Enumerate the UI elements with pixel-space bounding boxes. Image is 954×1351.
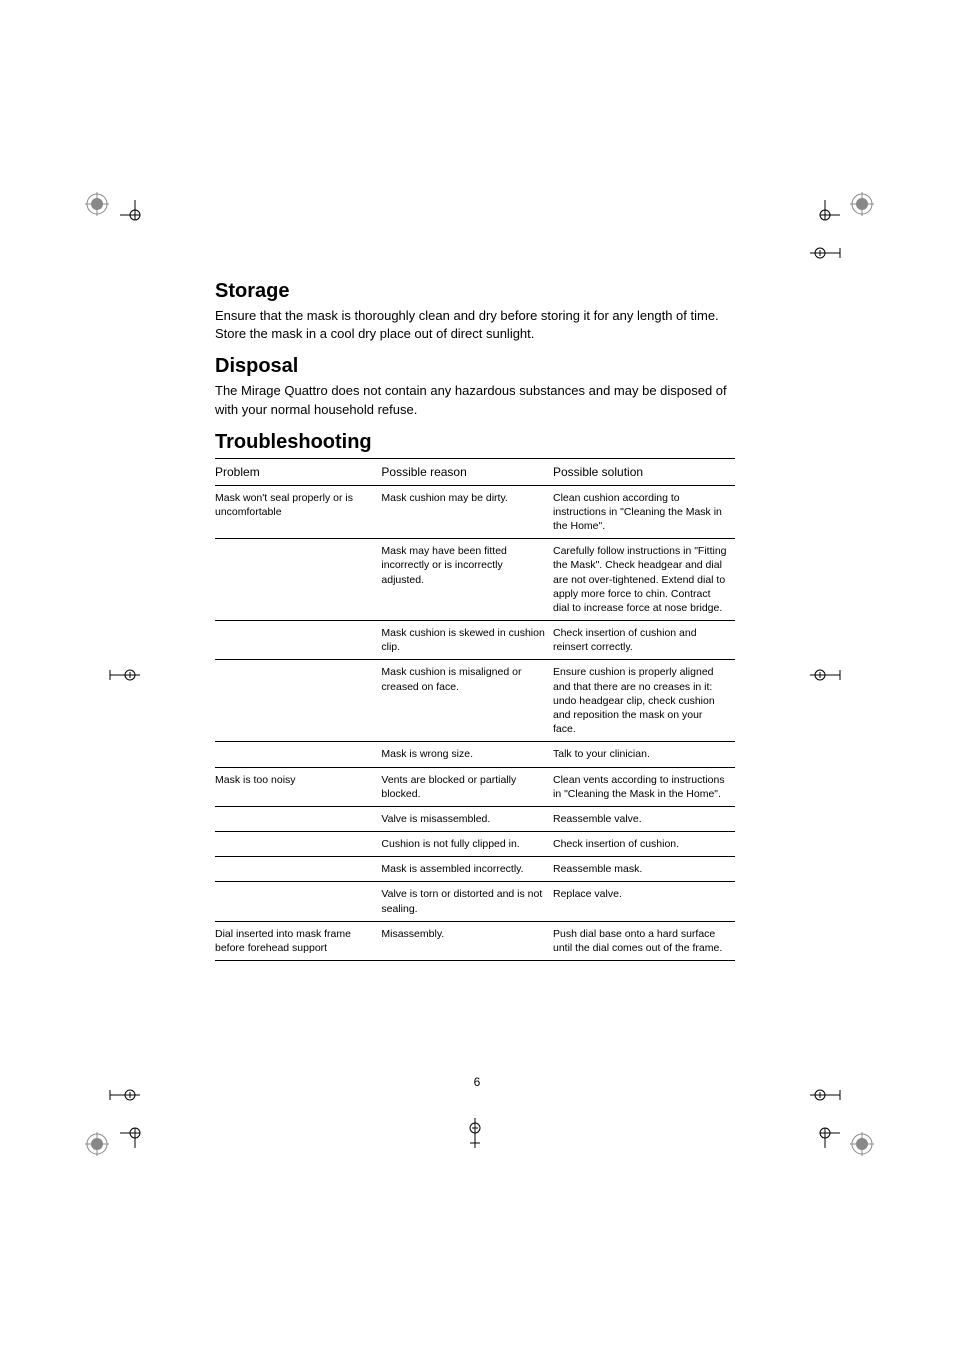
crop-mark-icon [810, 1118, 840, 1148]
cell-reason: Misassembly. [381, 921, 553, 960]
header-reason: Possible reason [381, 458, 553, 485]
disposal-paragraph: The Mirage Quattro does not contain any … [215, 382, 735, 418]
cell-problem [215, 621, 381, 660]
table-row: Mask may have been fitted incorrectly or… [215, 539, 735, 621]
cell-problem [215, 832, 381, 857]
side-mark-icon [100, 660, 140, 690]
cell-reason: Mask cushion may be dirty. [381, 485, 553, 539]
table-row: Cushion is not fully clipped in.Check in… [215, 832, 735, 857]
cell-solution: Reassemble mask. [553, 857, 735, 882]
registration-mark-icon [850, 1132, 874, 1156]
side-mark-icon [455, 1118, 495, 1148]
header-solution: Possible solution [553, 458, 735, 485]
page-content: Storage Ensure that the mask is thorough… [215, 280, 735, 961]
cell-solution: Ensure cushion is properly aligned and t… [553, 660, 735, 742]
cell-problem: Dial inserted into mask frame before for… [215, 921, 381, 960]
table-row: Mask cushion is misaligned or creased on… [215, 660, 735, 742]
table-header-row: Problem Possible reason Possible solutio… [215, 458, 735, 485]
cell-reason: Vents are blocked or partially blocked. [381, 767, 553, 806]
cell-problem [215, 806, 381, 831]
table-row: Mask is too noisyVents are blocked or pa… [215, 767, 735, 806]
cell-solution: Reassemble valve. [553, 806, 735, 831]
table-row: Valve is torn or distorted and is not se… [215, 882, 735, 921]
cell-problem: Mask is too noisy [215, 767, 381, 806]
cell-solution: Check insertion of cushion. [553, 832, 735, 857]
cell-reason: Mask may have been fitted incorrectly or… [381, 539, 553, 621]
cell-problem [215, 660, 381, 742]
table-row: Mask is assembled incorrectly.Reassemble… [215, 857, 735, 882]
cell-reason: Mask cushion is skewed in cushion clip. [381, 621, 553, 660]
cell-problem [215, 742, 381, 767]
table-row: Mask is wrong size.Talk to your clinicia… [215, 742, 735, 767]
registration-mark-icon [850, 192, 874, 216]
side-mark-icon [810, 238, 850, 268]
cell-reason: Cushion is not fully clipped in. [381, 832, 553, 857]
page-number: 6 [0, 1075, 954, 1089]
disposal-heading: Disposal [215, 355, 735, 378]
cell-solution: Check insertion of cushion and reinsert … [553, 621, 735, 660]
table-row: Mask cushion is skewed in cushion clip.C… [215, 621, 735, 660]
crop-mark-icon [120, 1118, 150, 1148]
registration-mark-icon [85, 192, 109, 216]
troubleshooting-heading: Troubleshooting [215, 431, 735, 454]
cell-reason: Mask is wrong size. [381, 742, 553, 767]
crop-mark-icon [120, 200, 150, 230]
side-mark-icon [810, 660, 850, 690]
troubleshooting-table: Problem Possible reason Possible solutio… [215, 458, 735, 961]
storage-heading: Storage [215, 280, 735, 303]
cell-problem [215, 857, 381, 882]
cell-solution: Talk to your clinician. [553, 742, 735, 767]
storage-paragraph: Ensure that the mask is thoroughly clean… [215, 307, 735, 343]
cell-solution: Replace valve. [553, 882, 735, 921]
cell-reason: Mask is assembled incorrectly. [381, 857, 553, 882]
crop-mark-icon [810, 200, 840, 230]
cell-reason: Mask cushion is misaligned or creased on… [381, 660, 553, 742]
cell-solution: Push dial base onto a hard surface until… [553, 921, 735, 960]
cell-solution: Carefully follow instructions in "Fittin… [553, 539, 735, 621]
cell-reason: Valve is misassembled. [381, 806, 553, 831]
registration-mark-icon [85, 1132, 109, 1156]
cell-problem [215, 882, 381, 921]
cell-solution: Clean vents according to instructions in… [553, 767, 735, 806]
table-row: Mask won't seal properly or is uncomfort… [215, 485, 735, 539]
cell-problem [215, 539, 381, 621]
table-row: Valve is misassembled.Reassemble valve. [215, 806, 735, 831]
cell-problem: Mask won't seal properly or is uncomfort… [215, 485, 381, 539]
cell-solution: Clean cushion according to instructions … [553, 485, 735, 539]
header-problem: Problem [215, 458, 381, 485]
cell-reason: Valve is torn or distorted and is not se… [381, 882, 553, 921]
table-row: Dial inserted into mask frame before for… [215, 921, 735, 960]
